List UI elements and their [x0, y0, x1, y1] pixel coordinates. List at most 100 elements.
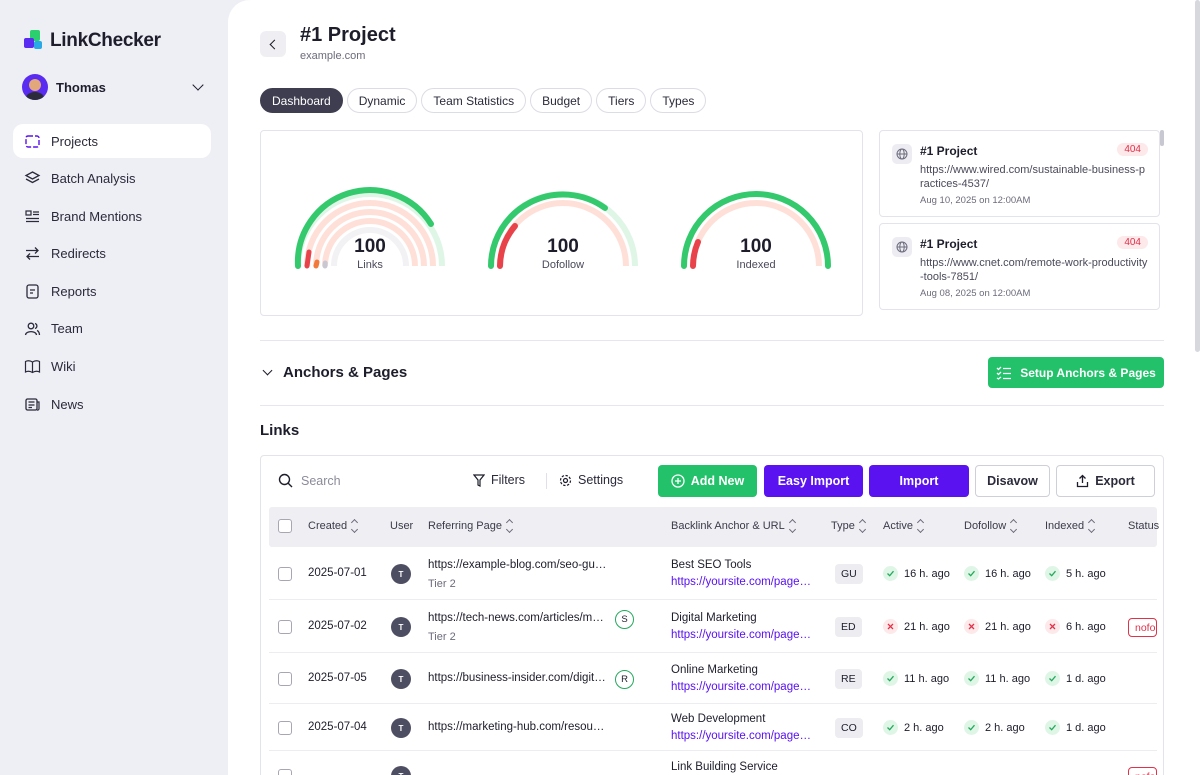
user-avatar: T [391, 617, 411, 637]
tab-dynamic[interactable]: Dynamic [346, 88, 418, 113]
referring-page-link[interactable]: https://tech-news.com/articles/marketing [428, 612, 608, 624]
referring-page-link[interactable]: https://example-blog.com/seo-guide-2025 [428, 559, 608, 571]
backlink-url[interactable]: https://yoursite.com/page-webdev [671, 730, 813, 742]
column-header-label: Type [831, 520, 855, 532]
upload-icon [1077, 474, 1089, 488]
status-cell: 16 h. ago [964, 566, 1031, 581]
referring-page-link[interactable]: https://marketing-hub.com/resources/web [428, 721, 608, 733]
tab-dashboard[interactable]: Dashboard [260, 88, 343, 113]
sidebar-item-reports[interactable]: Reports [13, 274, 211, 308]
add-new-button[interactable]: Add New [658, 465, 757, 497]
filters-label: Filters [491, 473, 526, 487]
created-date: 2025-07-04 [308, 721, 367, 733]
team-icon [24, 320, 41, 337]
backlink-url[interactable]: https://yoursite.com/page-marketing [671, 629, 813, 641]
status-time: 1 d. ago [1066, 672, 1106, 685]
import-button[interactable]: Import [869, 465, 969, 497]
alert-feed-scrollbar[interactable] [1160, 130, 1164, 146]
column-header-backlink-anchor-url[interactable]: Backlink Anchor & URL [671, 518, 796, 534]
app-logo[interactable]: LinkChecker [24, 30, 161, 52]
status-time: 16 h. ago [985, 567, 1031, 580]
filters-button[interactable]: Filters [473, 473, 525, 487]
sort-icon [916, 518, 925, 534]
tab-team-statistics[interactable]: Team Statistics [421, 88, 527, 113]
globe-icon [892, 144, 912, 164]
column-header-active[interactable]: Active [883, 518, 925, 534]
status-badge: 404 [1117, 143, 1148, 156]
referring-page-link[interactable]: https://business-insider.com/digital-tre… [428, 672, 608, 684]
sidebar-item-news[interactable]: News [13, 387, 211, 421]
check-icon [964, 566, 979, 581]
arrows-icon [24, 245, 41, 262]
row-checkbox[interactable] [278, 567, 292, 581]
gauge-dofollow-chart [488, 191, 638, 269]
column-header-indexed[interactable]: Indexed [1045, 518, 1096, 534]
row-checkbox[interactable] [278, 672, 292, 686]
backlink-url[interactable]: https://yoursite.com/page-online [671, 681, 813, 693]
select-all-checkbox[interactable] [278, 519, 292, 533]
layers-icon-svg [24, 171, 41, 184]
globe-icon [892, 237, 912, 257]
back-button[interactable] [260, 31, 286, 57]
column-header-status[interactable]: Status [1128, 520, 1159, 532]
alert-url[interactable]: https://www.cnet.com/remote-work-product… [920, 257, 1148, 283]
alert-card[interactable]: #1 Project 404 https://www.wired.com/susta… [879, 130, 1160, 217]
sidebar-item-brand-mentions[interactable]: Brand Mentions [13, 199, 211, 233]
row-checkbox[interactable] [278, 620, 292, 634]
status-time: 11 h. ago [985, 672, 1031, 685]
page-scrollbar[interactable] [1195, 0, 1200, 352]
row-checkbox[interactable] [278, 769, 292, 775]
user-avatar: T [391, 766, 411, 775]
disavow-button[interactable]: Disavow [975, 465, 1050, 497]
backlink-url[interactable]: https://yoursite.com/page-tools [671, 576, 813, 588]
anchors-pages-toggle[interactable]: Anchors & Pages [260, 364, 407, 381]
tab-budget[interactable]: Budget [530, 88, 593, 113]
search-input[interactable]: Search [278, 473, 341, 488]
book-icon-svg [24, 360, 41, 374]
status-cell: 21 h. ago [964, 619, 1031, 634]
sidebar-item-redirects[interactable]: Redirects [13, 237, 211, 271]
status-cell: 5 h. ago [1045, 566, 1106, 581]
column-header-dofollow[interactable]: Dofollow [964, 518, 1018, 534]
column-header-user[interactable]: User [390, 520, 413, 532]
logo-icon [24, 30, 44, 52]
sidebar-item-batch-analysis[interactable]: Batch Analysis [13, 162, 211, 196]
divider [546, 473, 547, 489]
gauge-indexed-value: 100 [740, 236, 772, 257]
sidebar-item-label: Team [51, 321, 83, 337]
column-header-referring-page[interactable]: Referring Page [428, 518, 514, 534]
sidebar-item-label: Redirects [51, 246, 106, 262]
table-row[interactable]: T Link Building Service nofollow [269, 751, 1157, 775]
column-header-label: Indexed [1045, 520, 1085, 532]
alert-card[interactable]: #1 Project 404 https://www.cnet.com/remote… [879, 223, 1160, 310]
status-badge: 404 [1117, 236, 1148, 249]
backlink-anchor: Best SEO Tools [671, 559, 752, 571]
column-header-type[interactable]: Type [831, 518, 866, 534]
links-table-card: Search Filters Settings [260, 455, 1164, 775]
sidebar-item-projects[interactable]: Projects [13, 124, 211, 158]
row-checkbox[interactable] [278, 721, 292, 735]
setup-anchors-button[interactable]: Setup Anchors & Pages [988, 357, 1164, 388]
user-menu[interactable]: Thomas [22, 74, 204, 100]
sidebar-item-team[interactable]: Team [13, 312, 211, 346]
tier-label: Tier 2 [428, 631, 456, 643]
news-icon-svg [25, 398, 40, 411]
easy-import-button[interactable]: Easy Import [764, 465, 863, 497]
projects-icon [24, 133, 41, 150]
gauge-dofollow-value: 100 [547, 236, 579, 257]
type-badge: CO [835, 718, 863, 738]
tab-tiers[interactable]: Tiers [596, 88, 647, 113]
export-button[interactable]: Export [1056, 465, 1155, 497]
alert-title: #1 Project [920, 144, 978, 158]
sidebar-item-wiki[interactable]: Wiki [13, 350, 211, 384]
settings-button[interactable]: Settings [559, 473, 623, 487]
status-time: 21 h. ago [904, 620, 950, 633]
column-header-created[interactable]: Created [308, 518, 359, 534]
tab-types[interactable]: Types [650, 88, 707, 113]
alert-url[interactable]: https://www.wired.com/sustainable-busine… [920, 164, 1145, 190]
tier-label: Tier 2 [428, 578, 456, 590]
